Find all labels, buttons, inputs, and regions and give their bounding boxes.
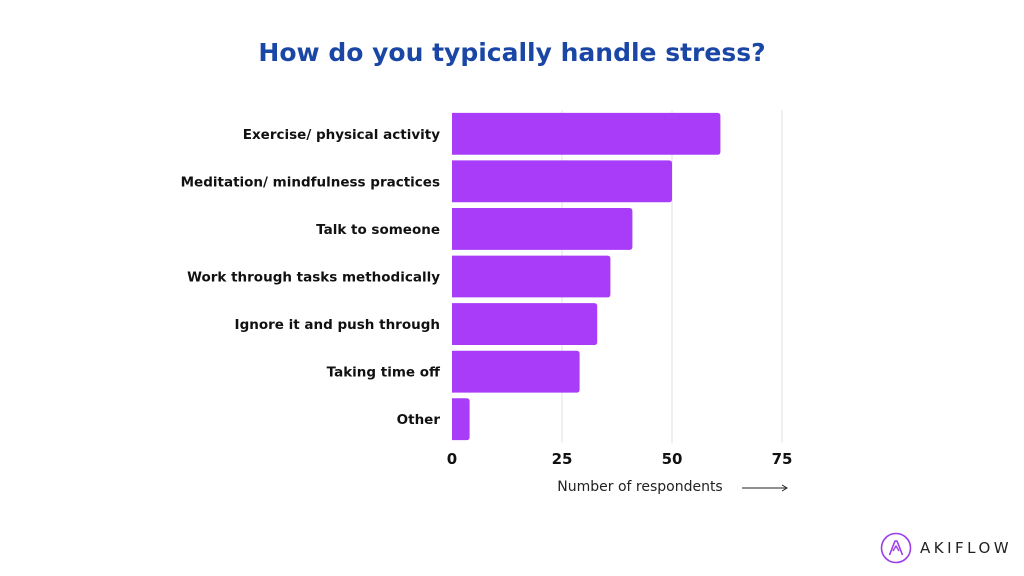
x-tick-label: 0 — [447, 450, 457, 468]
category-label: Exercise/ physical activity — [243, 127, 440, 143]
category-labels: Exercise/ physical activity Meditation/ m… — [181, 127, 441, 428]
bars — [452, 112, 721, 441]
x-axis-label: Number of respondents — [557, 479, 723, 495]
bar — [452, 207, 633, 250]
x-tick-label: 25 — [552, 450, 573, 468]
x-tick-label: 75 — [772, 450, 793, 468]
bar — [452, 255, 611, 298]
x-axis-title: Number of respondents — [520, 479, 760, 495]
category-label: Taking time off — [327, 365, 441, 381]
bar — [452, 398, 470, 441]
category-label: Talk to someone — [316, 222, 440, 238]
category-label: Meditation/ mindfulness practices — [181, 174, 440, 190]
bar — [452, 303, 598, 346]
brand-name: AKIFLOW — [920, 539, 1013, 557]
arrow-right-icon — [742, 484, 788, 492]
bar — [452, 350, 580, 393]
chart-title: How do you typically handle stress? — [258, 38, 766, 67]
category-label: Other — [397, 412, 441, 428]
category-label: Work through tasks methodically — [187, 270, 440, 286]
category-label: Ignore it and push through — [235, 317, 440, 333]
bar — [452, 160, 672, 203]
x-tick-labels: 0 25 50 75 — [447, 450, 793, 468]
x-tick-label: 50 — [662, 450, 683, 468]
bar — [452, 112, 721, 155]
brand-logo: AKIFLOW — [880, 531, 1012, 565]
akiflow-logo-icon — [880, 532, 912, 564]
